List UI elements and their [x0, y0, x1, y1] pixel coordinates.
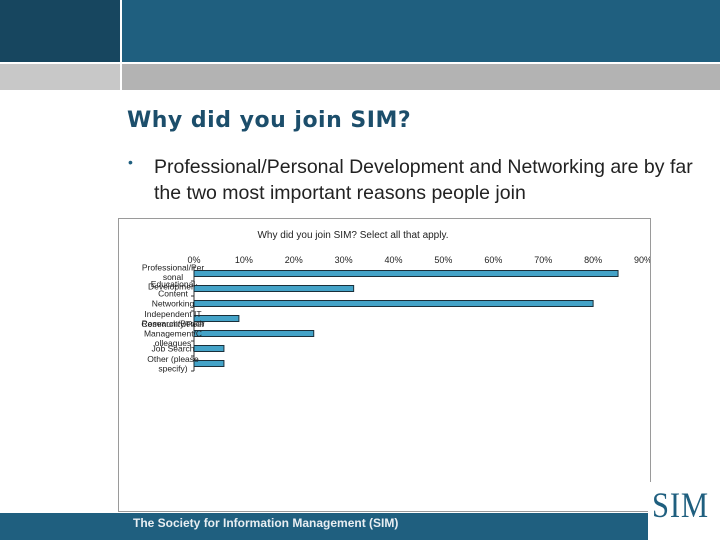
category-label-line: Educational: [151, 279, 196, 289]
x-tick-label: 60%: [484, 255, 502, 265]
category-label-line: Networking: [152, 299, 195, 309]
category-label-line: Management/C: [144, 329, 202, 339]
subheader-bar: [122, 64, 720, 90]
category-label-line: olleagues: [155, 338, 191, 348]
bar: [193, 300, 594, 307]
category-label-line: specify): [158, 363, 187, 373]
category-label: Other (please specify): [147, 354, 199, 374]
footer-text: The Society for Information Management (…: [133, 516, 399, 530]
category-label: Independent IT Research/Bench: [142, 309, 205, 329]
category-label-line: Community/Peer: [141, 319, 204, 329]
bar: [193, 330, 315, 337]
bar: [193, 285, 355, 292]
category-label-line: Development: [148, 282, 199, 292]
x-tick-label: 30%: [335, 255, 353, 265]
chart-title: Why did you join SIM? Select all that ap…: [257, 230, 448, 241]
slide-title: Why did you join SIM?: [127, 108, 412, 133]
x-tick-label: 50%: [434, 255, 452, 265]
logo-background: [648, 482, 720, 540]
x-tick-label: 20%: [285, 255, 303, 265]
header-bar-left: [0, 0, 120, 62]
category-label-line: Job Search: [152, 344, 195, 354]
subheader-bar-left: [0, 64, 120, 90]
category-label: Community/Peer Management/C olleagues: [141, 319, 204, 348]
category-label: Job Search: [152, 344, 195, 354]
bullet-icon: •: [128, 154, 133, 170]
x-tick-label: 0%: [187, 255, 200, 265]
category-label-line: sonal: [163, 272, 183, 282]
category-label-line: Other (please: [147, 354, 199, 364]
x-tick-label: 40%: [385, 255, 403, 265]
bar: [193, 270, 619, 277]
x-tick-label: 90%: [634, 255, 650, 265]
category-label-line: Professional/Per: [142, 263, 205, 273]
x-tick-label: 10%: [235, 255, 253, 265]
bar-chart: Why did you join SIM? Select all that ap…: [141, 230, 650, 374]
bullet-text: Professional/Personal Development and Ne…: [154, 156, 693, 204]
footer-band: [0, 513, 720, 540]
bar: [193, 345, 225, 352]
sim-logo: SIM: [652, 485, 709, 525]
category-label-line: Research/Bench: [142, 318, 205, 328]
category-label: Networking: [152, 299, 195, 309]
bar: [193, 360, 225, 367]
category-label: Professional/Per sonal Development: [142, 263, 205, 292]
category-label-line: Independent IT: [144, 309, 201, 319]
chart-container: Why did you join SIM? Select all that ap…: [118, 218, 651, 512]
bar: [193, 315, 240, 322]
category-label: Educational Content: [151, 279, 196, 299]
x-tick-label: 70%: [534, 255, 552, 265]
header-bar: [122, 0, 720, 62]
category-label-line: Content: [158, 288, 188, 298]
x-tick-label: 80%: [584, 255, 602, 265]
